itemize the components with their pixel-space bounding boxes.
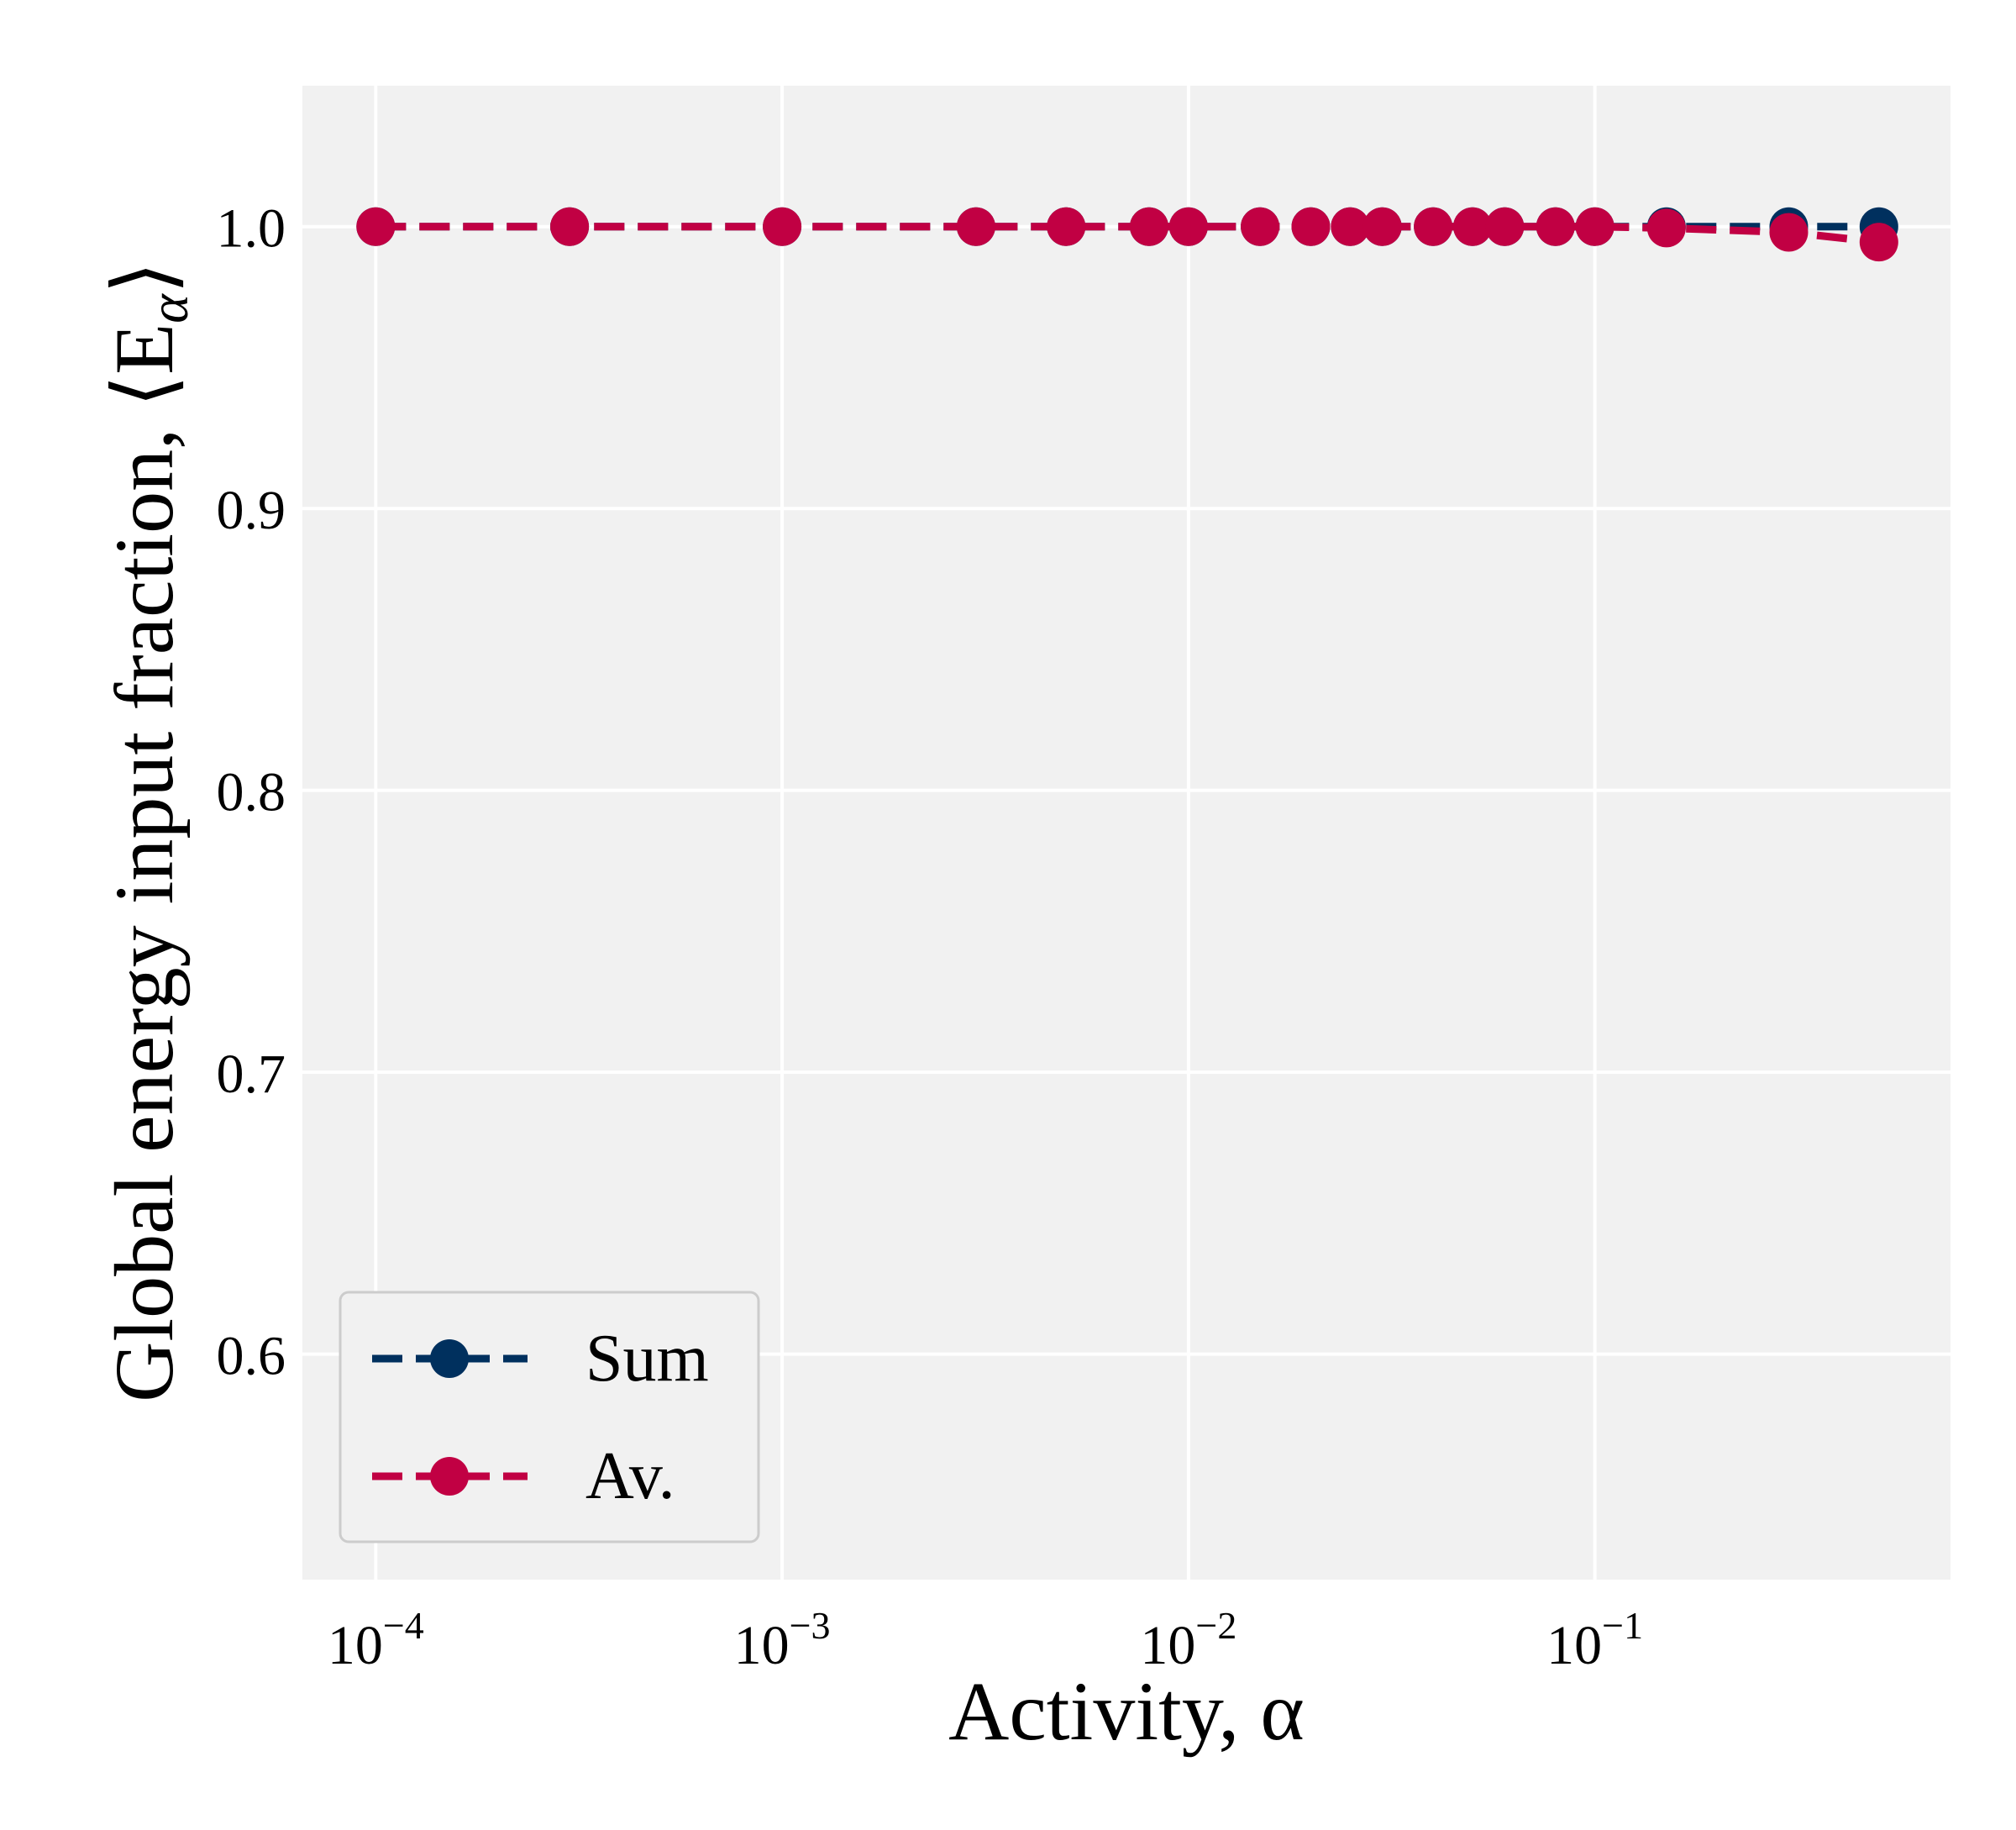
data-point	[1291, 207, 1331, 246]
data-point	[956, 207, 995, 246]
legend-marker	[430, 1457, 469, 1496]
data-point	[1646, 208, 1686, 248]
x-tick-labels: 10−4 10−3 10−2 10−1	[328, 1604, 1643, 1676]
data-point	[356, 207, 396, 246]
data-point	[1575, 207, 1614, 246]
data-point	[1047, 207, 1086, 246]
data-point	[1536, 207, 1575, 246]
x-tick-label: 10−2	[1140, 1604, 1236, 1676]
legend-label: Sum	[585, 1322, 709, 1396]
series-av	[356, 207, 1898, 262]
data-point	[1168, 207, 1208, 246]
y-tick-label: 1.0	[217, 198, 286, 260]
data-point	[1362, 207, 1402, 246]
y-tick-label: 0.9	[217, 480, 286, 541]
x-tick-label: 10−4	[328, 1604, 424, 1676]
data-point	[1331, 207, 1370, 246]
y-tick-labels: 0.6 0.7 0.8 0.9 1.0	[217, 198, 286, 1387]
x-tick-label: 10−1	[1546, 1604, 1643, 1676]
data-point	[1769, 213, 1809, 252]
data-point	[1414, 207, 1453, 246]
legend: Sum Av.	[339, 1291, 760, 1543]
legend-marker	[430, 1339, 469, 1378]
x-tick-label: 10−3	[734, 1604, 831, 1676]
y-tick-label: 0.6	[217, 1326, 286, 1387]
data-point	[763, 207, 802, 246]
data-point	[1859, 223, 1898, 262]
data-point	[550, 207, 590, 246]
y-tick-label: 0.8	[217, 762, 286, 823]
data-point	[1241, 207, 1280, 246]
x-axis-label: Activity, α	[948, 1664, 1305, 1758]
y-axis-label: Global energy input fraction, ⟨Eα⟩	[97, 261, 200, 1402]
legend-label: Av.	[585, 1439, 675, 1513]
series	[356, 207, 1898, 262]
data-point	[1485, 207, 1525, 246]
data-point	[1129, 207, 1168, 246]
data-point	[1453, 207, 1493, 246]
y-tick-label: 0.7	[217, 1044, 286, 1105]
